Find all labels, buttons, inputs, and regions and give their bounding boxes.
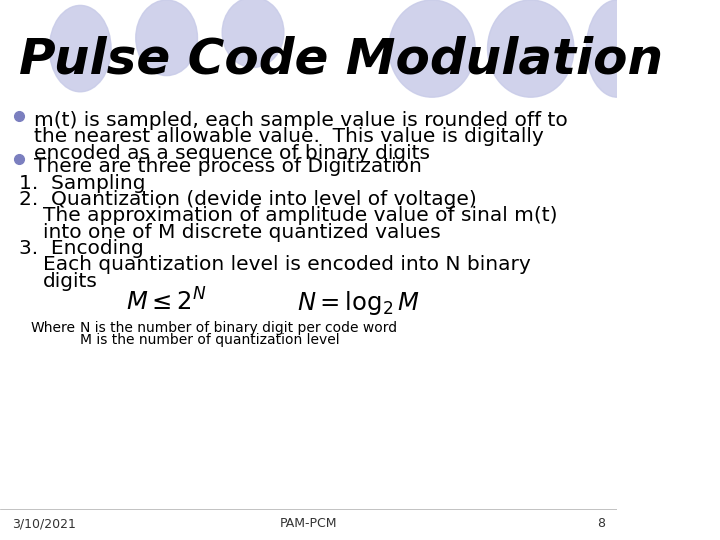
Text: 8: 8 bbox=[597, 517, 605, 530]
Text: M is the number of quantization level: M is the number of quantization level bbox=[80, 333, 340, 347]
Text: Where: Where bbox=[31, 321, 76, 335]
Text: into one of M discrete quantized values: into one of M discrete quantized values bbox=[43, 223, 441, 242]
Text: There are three process of Digitization: There are three process of Digitization bbox=[34, 157, 422, 176]
Ellipse shape bbox=[389, 0, 475, 97]
Text: The approximation of amplitude value of sinal m(t): The approximation of amplitude value of … bbox=[43, 206, 558, 225]
Ellipse shape bbox=[586, 0, 648, 97]
Ellipse shape bbox=[50, 5, 111, 92]
Text: the nearest allowable value.  This value is digitally: the nearest allowable value. This value … bbox=[34, 127, 544, 146]
Ellipse shape bbox=[136, 0, 197, 76]
Ellipse shape bbox=[487, 0, 574, 97]
Text: $M \leq 2^{N}$: $M \leq 2^{N}$ bbox=[126, 289, 207, 316]
Text: Each quantization level is encoded into N binary: Each quantization level is encoded into … bbox=[43, 255, 531, 274]
Text: 2.  Quantization (devide into level of voltage): 2. Quantization (devide into level of vo… bbox=[19, 190, 476, 209]
Text: 1.  Sampling: 1. Sampling bbox=[19, 174, 145, 193]
Text: N is the number of binary digit per code word: N is the number of binary digit per code… bbox=[80, 321, 397, 335]
Text: digits: digits bbox=[43, 272, 98, 291]
Text: Pulse Code Modulation: Pulse Code Modulation bbox=[19, 35, 662, 83]
Text: m(t) is sampled, each sample value is rounded off to: m(t) is sampled, each sample value is ro… bbox=[34, 111, 567, 130]
Text: encoded as a sequence of binary digits: encoded as a sequence of binary digits bbox=[34, 144, 430, 163]
Ellipse shape bbox=[222, 0, 284, 68]
Text: PAM-PCM: PAM-PCM bbox=[280, 517, 337, 530]
Text: 3/10/2021: 3/10/2021 bbox=[12, 517, 76, 530]
Text: 3.  Encoding: 3. Encoding bbox=[19, 239, 143, 258]
Text: $N = \log_2 M$: $N = \log_2 M$ bbox=[297, 289, 419, 317]
